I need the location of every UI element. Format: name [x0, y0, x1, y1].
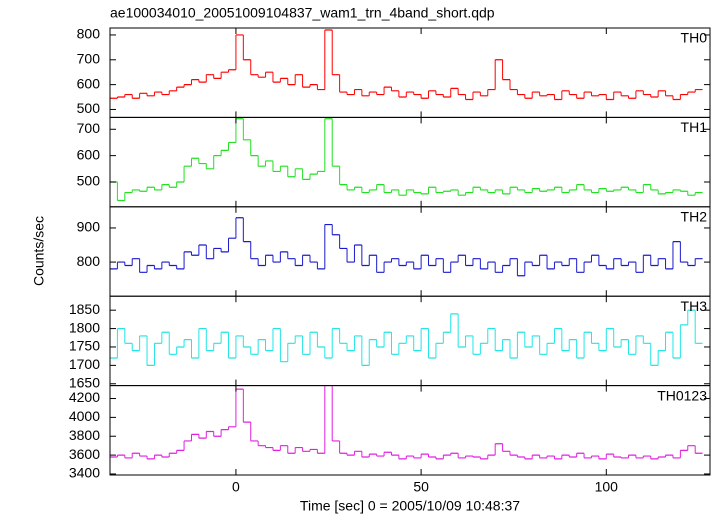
y-tick-label: 800	[77, 26, 101, 42]
y-tick-label: 800	[77, 253, 101, 269]
panel-frame	[109, 295, 711, 387]
chart-title: ae100034010_20051009104837_wam1_trn_4ban…	[110, 5, 495, 21]
y-tick-label: 1800	[69, 319, 100, 335]
y-tick-label: 4000	[69, 408, 100, 424]
panel-label: TH1	[681, 119, 708, 135]
y-tick-label: 700	[77, 120, 101, 136]
panel-label: TH2	[681, 209, 708, 225]
y-tick-label: 3600	[69, 446, 100, 462]
y-tick-label: 1850	[69, 301, 100, 317]
y-tick-label: 1750	[69, 338, 100, 354]
x-axis-label: Time [sec] 0 = 2005/10/09 10:48:37	[300, 498, 520, 514]
panel-frame	[109, 27, 711, 118]
y-axis-label: Counts/sec	[31, 216, 47, 286]
y-tick-label: 500	[77, 100, 101, 116]
y-tick-label: 600	[77, 146, 101, 162]
y-tick-label: 3400	[69, 465, 100, 481]
y-tick-label: 700	[77, 50, 101, 66]
panel-frame	[109, 385, 711, 476]
panel-label: TH0	[681, 30, 708, 46]
x-tick-label: 100	[595, 479, 619, 495]
x-tick-label: 50	[413, 479, 429, 495]
x-tick-label: 0	[232, 479, 240, 495]
y-tick-label: 1650	[69, 374, 100, 390]
panel-frame	[109, 116, 711, 208]
y-tick-label: 900	[77, 219, 101, 235]
y-tick-label: 3800	[69, 427, 100, 443]
panel-frame	[109, 206, 711, 297]
y-tick-label: 1700	[69, 356, 100, 372]
panel-label: TH0123	[657, 387, 707, 403]
y-tick-label: 4200	[69, 389, 100, 405]
panel-label: TH3	[681, 298, 708, 314]
y-tick-label: 500	[77, 173, 101, 189]
y-tick-label: 600	[77, 75, 101, 91]
